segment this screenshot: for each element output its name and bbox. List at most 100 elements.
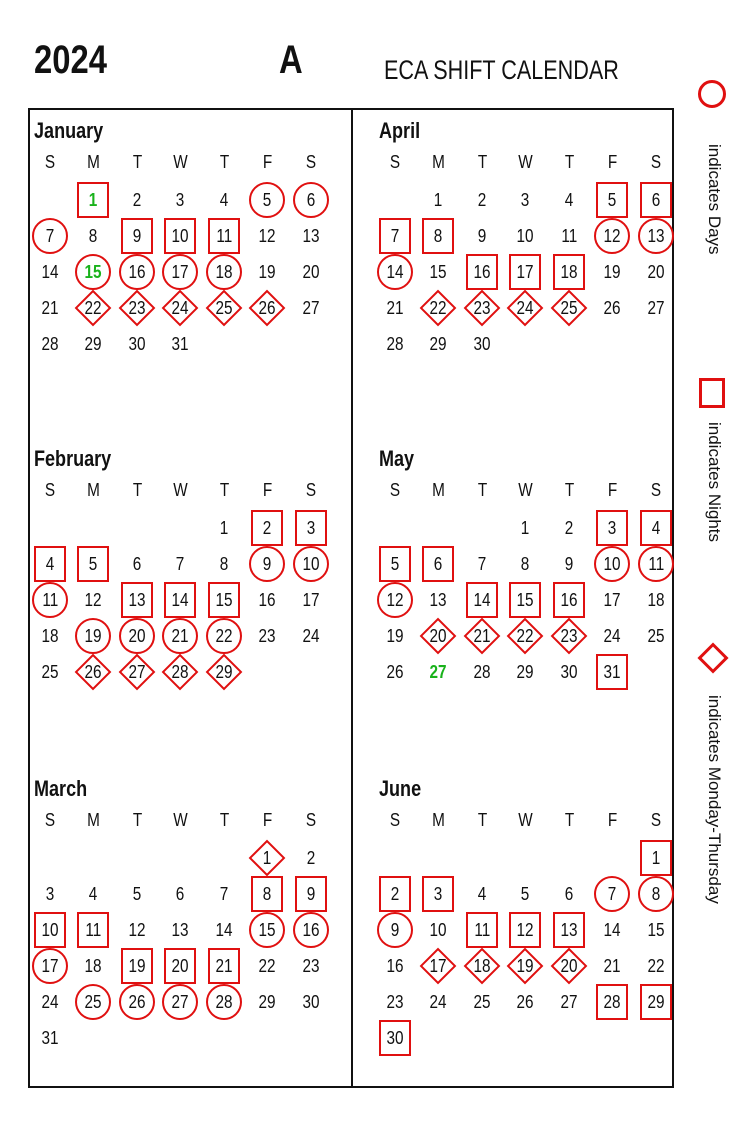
weekday-label: S bbox=[389, 809, 401, 830]
day-cell: 20 bbox=[302, 261, 320, 282]
day-cell: 25 bbox=[647, 625, 665, 646]
day-cell: 4 bbox=[477, 883, 487, 904]
day-cell: 26 bbox=[516, 991, 534, 1012]
day-shift-cell: 16 bbox=[119, 254, 155, 290]
night-shift-cell: 14 bbox=[466, 582, 498, 618]
month-name: April bbox=[379, 118, 421, 143]
day-shift-cell: 27 bbox=[162, 984, 198, 1020]
day-cell: 6 bbox=[132, 553, 142, 574]
weekday-label: W bbox=[517, 151, 533, 172]
night-shift-cell: 9 bbox=[121, 218, 153, 254]
day-cell: 30 bbox=[128, 333, 146, 354]
mon-thu-cell: 18 bbox=[463, 947, 501, 985]
day-cell: 9 bbox=[564, 553, 574, 574]
weekday-label: S bbox=[389, 479, 401, 500]
day-cell: 23 bbox=[302, 955, 320, 976]
day-cell: 8 bbox=[520, 553, 530, 574]
legend-day-label: indicates Days bbox=[705, 144, 724, 255]
day-shift-cell: 19 bbox=[75, 618, 111, 654]
weekday-label: T bbox=[132, 151, 142, 172]
night-shift-cell: 3 bbox=[422, 876, 454, 912]
day-shift-cell: 13 bbox=[638, 218, 674, 254]
month-name: March bbox=[34, 776, 88, 801]
day-cell: 4 bbox=[219, 189, 229, 210]
month-name: May bbox=[379, 446, 415, 471]
weekday-label: F bbox=[607, 479, 617, 500]
day-cell: 26 bbox=[386, 661, 404, 682]
day-cell: 9 bbox=[477, 225, 487, 246]
weekday-label: M bbox=[86, 809, 100, 830]
day-cell: 19 bbox=[603, 261, 621, 282]
night-shift-cell: 13 bbox=[553, 912, 585, 948]
day-cell: 5 bbox=[520, 883, 530, 904]
day-cell: 13 bbox=[302, 225, 320, 246]
day-shift-cell: 17 bbox=[32, 948, 68, 984]
day-cell: 21 bbox=[41, 297, 59, 318]
day-cell: 8 bbox=[88, 225, 98, 246]
night-shift-cell: 8 bbox=[251, 876, 283, 912]
weekday-label: T bbox=[477, 151, 487, 172]
weekday-label: S bbox=[389, 151, 401, 172]
day-cell: 16 bbox=[258, 589, 276, 610]
day-cell: 26 bbox=[603, 297, 621, 318]
day-cell: 27 bbox=[647, 297, 665, 318]
day-shift-cell: 22 bbox=[206, 618, 242, 654]
mon-thu-cell: 22 bbox=[419, 289, 457, 327]
mon-thu-cell: 29 bbox=[205, 653, 243, 691]
weekday-label: M bbox=[431, 479, 445, 500]
night-shift-cell: 5 bbox=[77, 546, 109, 582]
day-cell: 12 bbox=[258, 225, 276, 246]
day-cell: 12 bbox=[128, 919, 146, 940]
crew-letter: A bbox=[279, 38, 303, 82]
day-shift-cell: 6 bbox=[293, 182, 329, 218]
mon-thu-cell: 1 bbox=[248, 839, 286, 877]
mon-thu-cell: 23 bbox=[118, 289, 156, 327]
legend-night-label: indicates Nights bbox=[705, 422, 724, 543]
mon-thu-cell: 21 bbox=[463, 617, 501, 655]
day-cell: 2 bbox=[564, 517, 574, 538]
day-cell: 30 bbox=[302, 991, 320, 1012]
day-cell: 3 bbox=[175, 189, 185, 210]
weekday-label: S bbox=[650, 809, 662, 830]
night-shift-cell: 8 bbox=[422, 218, 454, 254]
mon-thu-cell: 22 bbox=[74, 289, 112, 327]
night-shift-cell: 21 bbox=[208, 948, 240, 984]
day-shift-cell: 7 bbox=[32, 218, 68, 254]
night-shift-cell: 2 bbox=[251, 510, 283, 546]
weekday-label: F bbox=[607, 151, 617, 172]
month-april: April S M T W T F S 1 2 3 4 5 6 7 8 9 10 11 12 13 14 15 16 17 18 1… bbox=[375, 112, 675, 432]
circle-icon bbox=[698, 80, 726, 108]
month-june: June S M T W T F S 1 2 3 4 5 6 7 8 9 10 11 12 13 14 15 16 17 18 19… bbox=[375, 770, 675, 1090]
mon-thu-cell: 25 bbox=[550, 289, 588, 327]
weekday-label: M bbox=[86, 151, 100, 172]
weekday-label: S bbox=[305, 479, 317, 500]
month-january: January S M T W T F S 1 2 3 4 5 6 7 8 9 10 11 12 13 14 15 16 17 1… bbox=[30, 112, 330, 432]
weekday-label: W bbox=[172, 479, 188, 500]
day-cell: 18 bbox=[84, 955, 102, 976]
weekday-label: F bbox=[262, 151, 272, 172]
day-cell: 1 bbox=[520, 517, 530, 538]
day-shift-cell: 5 bbox=[249, 182, 285, 218]
calendar-title: ECA SHIFT CALENDAR bbox=[384, 55, 619, 85]
day-cell: 7 bbox=[219, 883, 229, 904]
night-shift-cell: 9 bbox=[295, 876, 327, 912]
night-shift-cell: 12 bbox=[509, 912, 541, 948]
day-shift-cell: 15 bbox=[249, 912, 285, 948]
day-cell: 27 bbox=[429, 661, 447, 682]
weekday-label: T bbox=[132, 479, 142, 500]
day-cell: 10 bbox=[429, 919, 447, 940]
day-cell: 29 bbox=[516, 661, 534, 682]
night-shift-cell: 4 bbox=[34, 546, 66, 582]
night-shift-cell: 11 bbox=[208, 218, 240, 254]
day-cell: 13 bbox=[429, 589, 447, 610]
day-cell: 12 bbox=[84, 589, 102, 610]
night-shift-cell: 11 bbox=[466, 912, 498, 948]
day-cell: 21 bbox=[386, 297, 404, 318]
day-cell: 17 bbox=[603, 589, 621, 610]
column-divider bbox=[351, 108, 353, 1088]
day-cell: 24 bbox=[41, 991, 59, 1012]
night-shift-cell: 2 bbox=[379, 876, 411, 912]
weekday-label: T bbox=[564, 809, 574, 830]
day-cell: 28 bbox=[386, 333, 404, 354]
night-shift-cell: 30 bbox=[379, 1020, 411, 1056]
